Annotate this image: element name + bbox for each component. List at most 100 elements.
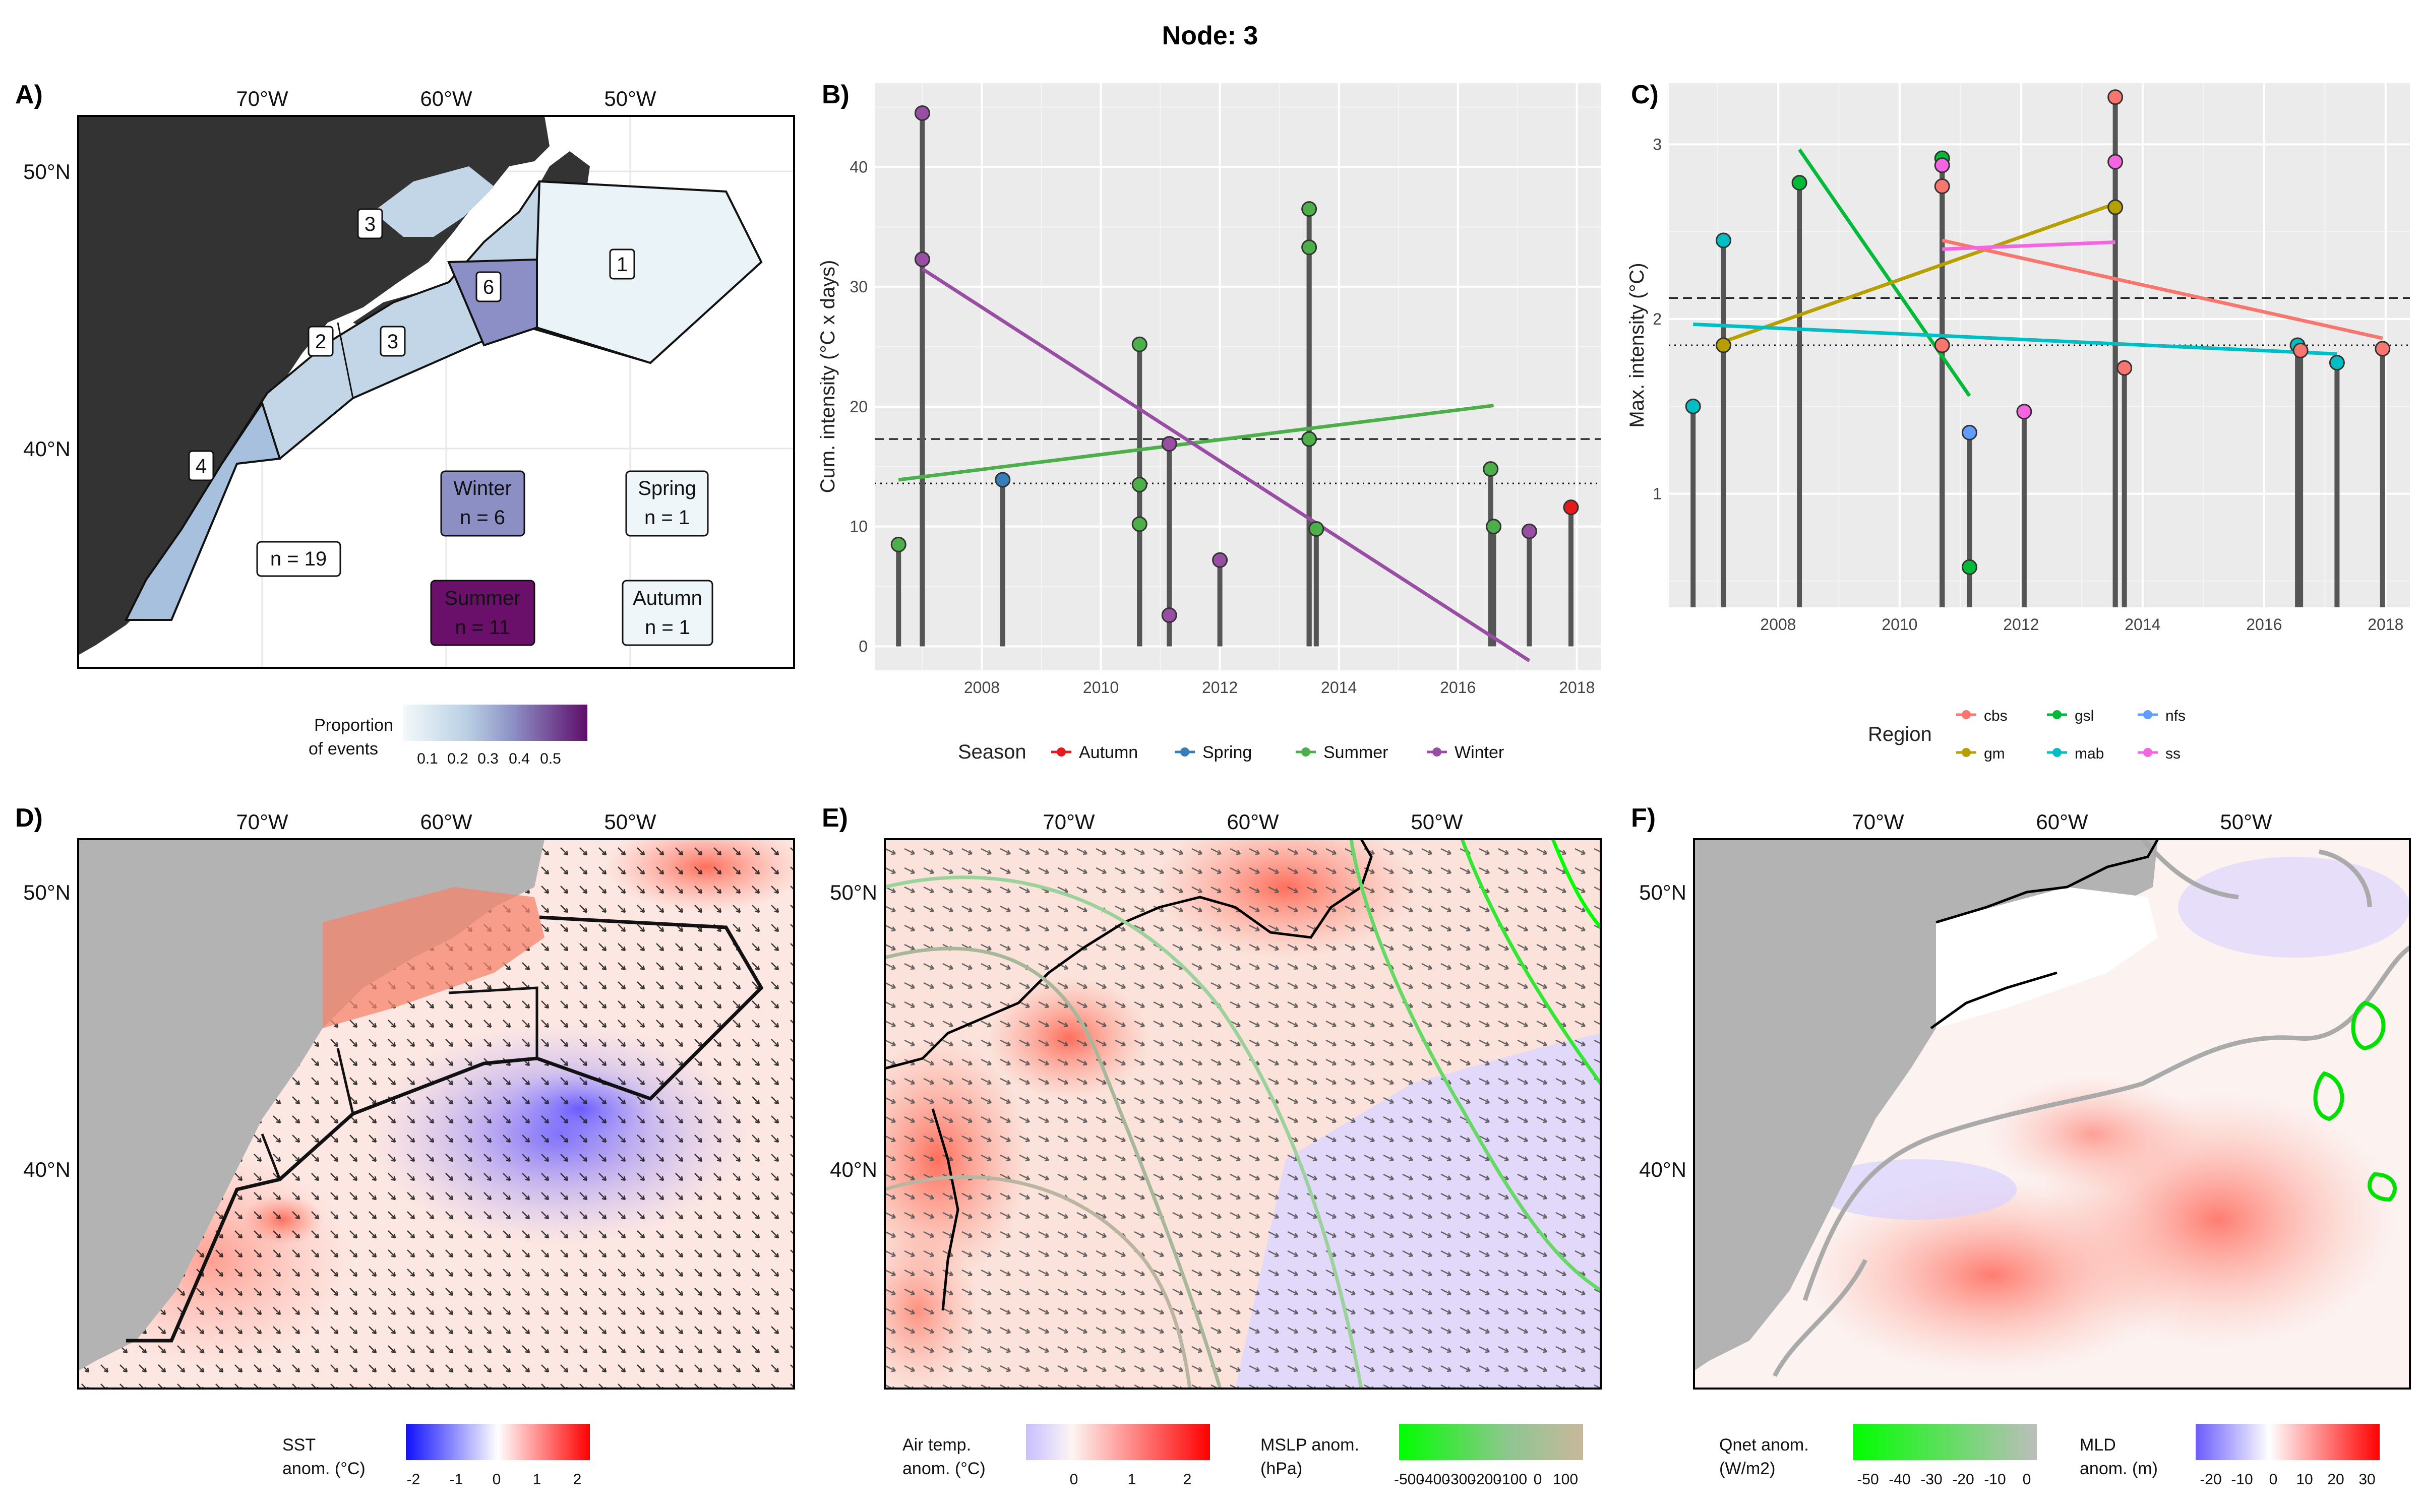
d-land <box>78 839 544 1371</box>
e-legend2-colorbar <box>1399 1424 1583 1460</box>
trend-line-gm <box>1723 202 2116 344</box>
data-point-Summer <box>1131 476 1147 492</box>
f-legend2-title-1: MLD <box>2080 1435 2116 1455</box>
autumn-box-count: n = 1 <box>645 616 690 639</box>
x-tick-label: 2008 <box>1760 615 1796 634</box>
d-legend-tick-1: -2 <box>407 1471 420 1488</box>
x-tick-label: 2010 <box>1882 615 1917 634</box>
panel-a-region-4 <box>124 401 281 621</box>
f-lon-70: 70°W <box>1852 810 1904 834</box>
d-legend-tick-5: 2 <box>573 1471 582 1488</box>
f-lon-60: 60°W <box>2036 810 2088 834</box>
data-point-Winter <box>914 251 930 267</box>
summer-box-label: Summer <box>444 587 520 609</box>
c-legend-key-gm <box>1962 748 1971 757</box>
d-shelf-warm <box>323 887 544 1028</box>
x-tick-label: 2008 <box>964 678 1000 697</box>
panel-e-map: 70°W 60°W 50°W 50°N 40°N <box>830 810 1602 1390</box>
panel-d-frame <box>77 838 795 1390</box>
b-legend-key-spring <box>1180 747 1189 757</box>
data-point-mab <box>1715 232 1731 248</box>
data-point-Winter <box>1161 436 1177 452</box>
panel-label-b: B) <box>822 80 850 109</box>
x-tick-label: 2014 <box>1321 678 1357 697</box>
d-legend-colorbar <box>406 1424 590 1460</box>
x-tick-label: 2012 <box>1202 678 1238 697</box>
f-legend2-tick-4: 10 <box>2296 1471 2313 1488</box>
panel-d-map: 70°W 60°W 50°W 50°N 40°N <box>23 810 795 1390</box>
f-legend2-tick-1: -20 <box>2200 1471 2221 1488</box>
f-coastline <box>1930 839 2159 1030</box>
f-legend2-tick-3: 0 <box>2269 1471 2278 1488</box>
panel-e-legend: Air temp. anom. (°C) 0 1 2 MSLP anom. (h… <box>902 1424 1583 1488</box>
spring-box-label: Spring <box>638 477 696 499</box>
panel-b-background <box>875 83 1601 670</box>
e-legend2-tick-1: -500 <box>1394 1471 1424 1488</box>
d-region-outline <box>126 915 764 1343</box>
c-legend-key-ss <box>2143 748 2152 757</box>
panel-a-legend: Proportion of events 0.1 0.2 0.3 0.4 0.5 <box>309 705 587 767</box>
panel-label-a: A) <box>15 80 43 109</box>
b-legend-key-summer <box>1301 747 1310 757</box>
d-legend-tick-2: -1 <box>450 1471 463 1488</box>
data-point-Summer <box>1483 461 1499 477</box>
e-legend2-tick-4: -200 <box>1471 1471 1501 1488</box>
data-point-ss <box>2107 154 2124 170</box>
b-legend-key-winter <box>1432 747 1441 757</box>
panel-label-c: C) <box>1631 80 1659 109</box>
f-legend1-title-1: Qnet anom. <box>1719 1435 1809 1455</box>
panel-f-map: 70°W 60°W 50°W 50°N 40°N <box>1639 810 2411 1390</box>
trend-line-cbs <box>1942 238 2383 340</box>
data-point-Winter <box>914 105 930 121</box>
data-point-cbs <box>2292 342 2309 358</box>
f-lat-50: 50°N <box>1639 880 1686 904</box>
x-tick-label: 2016 <box>2246 615 2282 634</box>
a-lat-50: 50°N <box>23 160 71 183</box>
autumn-box-label: Autumn <box>633 587 702 609</box>
summer-box <box>430 580 535 646</box>
e-legend1-tick-2: 1 <box>1128 1471 1136 1488</box>
c-legend-key-gsl <box>2052 710 2062 719</box>
c-legend-gm: gm <box>1984 745 2005 762</box>
d-legend-title-1: SST <box>282 1435 316 1455</box>
y-tick-label: 0 <box>859 637 868 655</box>
panel-e-frame <box>884 838 1602 1390</box>
panel-f-legend: Qnet anom. (W/m2) -50 -40 -30 -20 -10 0 … <box>1719 1424 2380 1488</box>
e-lat-40: 40°N <box>830 1158 877 1181</box>
d-lon-70: 70°W <box>236 810 288 834</box>
panel-label-f: F) <box>1631 803 1656 833</box>
trend-line-Summer <box>898 404 1494 482</box>
panel-a-map: 1 3 6 2 3 4 Winter n = 6 Spring n = 1 <box>23 87 795 669</box>
e-lon-60: 60°W <box>1227 810 1279 834</box>
e-wind-arrows <box>885 839 1601 1389</box>
y-tick-label: 1 <box>1653 485 1662 503</box>
e-legend1-colorbar <box>1026 1424 1210 1460</box>
data-point-Summer <box>1131 516 1147 532</box>
c-legend-gsl: gsl <box>2075 708 2094 724</box>
a-legend-tick-1: 0.1 <box>417 750 438 767</box>
f-legend1-tick-1: -50 <box>1857 1471 1879 1488</box>
data-point-cbs <box>1934 337 1950 353</box>
a-legend-colorbar <box>403 705 587 741</box>
a-legend-title-2: of events <box>309 739 378 759</box>
c-legend-key-nfs <box>2143 710 2152 719</box>
f-legend1-colorbar <box>1853 1424 2037 1460</box>
data-point-Summer <box>1131 336 1147 352</box>
panel-label-d: D) <box>15 803 43 833</box>
b-legend-summer: Summer <box>1323 743 1388 762</box>
b-legend-autumn: Autumn <box>1079 743 1138 762</box>
panel-a-gulf-water <box>373 166 494 237</box>
y-tick-label: 30 <box>850 278 868 296</box>
summer-box-count: n = 11 <box>455 616 510 639</box>
panel-b-legend: Season Autumn Spring Summer Winter <box>958 741 1504 763</box>
total-box-label: n = 19 <box>270 548 327 570</box>
f-legend2-tick-6: 30 <box>2358 1471 2375 1488</box>
data-point-mab <box>2329 355 2345 371</box>
data-point-nfs <box>1961 424 1977 440</box>
trend-line-mab <box>1693 322 2337 356</box>
b-legend-key-autumn <box>1057 747 1066 757</box>
x-tick-label: 2010 <box>1083 678 1119 697</box>
x-tick-label: 2018 <box>2368 615 2403 634</box>
panel-b-ylabel: Cum. intensity (°C x days) <box>817 260 839 493</box>
data-point-Winter <box>1521 523 1537 539</box>
